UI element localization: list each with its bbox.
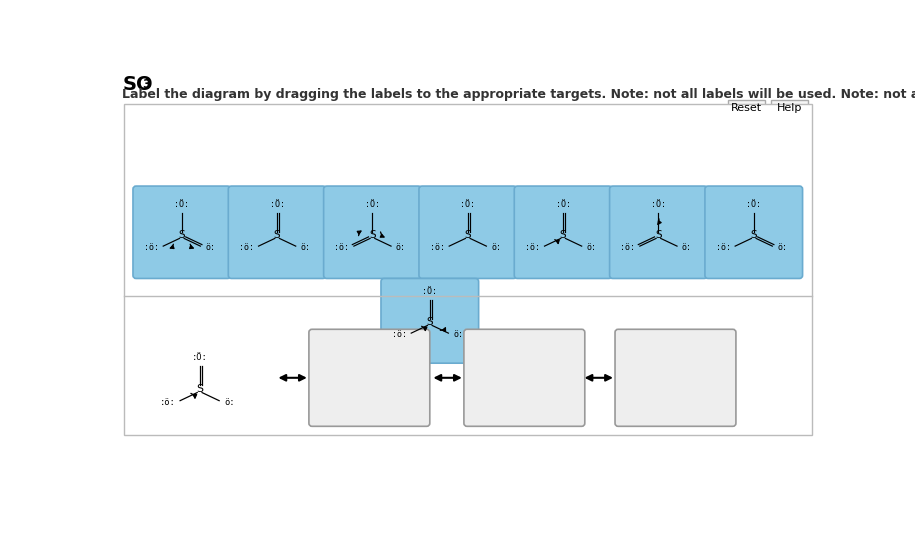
Text: :ö:: :ö:	[239, 243, 253, 252]
Text: S: S	[369, 230, 376, 240]
Text: S: S	[426, 317, 433, 327]
Text: :ö:: :ö:	[716, 243, 730, 252]
Text: :ö:: :ö:	[429, 243, 445, 252]
Text: :Ö:: :Ö:	[270, 200, 285, 209]
Text: ö:: ö:	[224, 398, 234, 407]
Text: ö:: ö:	[300, 243, 310, 252]
Text: :ö:: :ö:	[525, 243, 540, 252]
Text: 3: 3	[142, 78, 151, 91]
Text: S: S	[560, 230, 566, 240]
FancyBboxPatch shape	[419, 186, 517, 279]
Text: S: S	[655, 230, 662, 240]
FancyBboxPatch shape	[324, 186, 421, 279]
FancyBboxPatch shape	[770, 100, 808, 117]
FancyBboxPatch shape	[615, 329, 736, 426]
FancyBboxPatch shape	[229, 186, 326, 279]
Text: :Ö:: :Ö:	[747, 200, 761, 209]
Text: ö:: ö:	[682, 243, 692, 252]
Text: SO: SO	[122, 75, 153, 94]
Text: :Ö:: :Ö:	[423, 287, 437, 296]
Text: S: S	[274, 230, 280, 240]
Text: S: S	[196, 384, 203, 394]
Text: :ö:: :ö:	[620, 243, 635, 252]
Text: :Ö:: :Ö:	[460, 200, 475, 209]
FancyBboxPatch shape	[124, 103, 812, 435]
Text: :ö:: :ö:	[144, 243, 158, 252]
Text: S: S	[750, 230, 757, 240]
Text: :Ö:: :Ö:	[192, 353, 208, 362]
Text: ö:: ö:	[587, 243, 597, 252]
Text: :Ö:: :Ö:	[174, 200, 189, 209]
Text: :Ö:: :Ö:	[365, 200, 380, 209]
Text: S: S	[465, 230, 471, 240]
Text: :ö:: :ö:	[392, 330, 406, 339]
Text: Reset: Reset	[731, 103, 762, 113]
FancyBboxPatch shape	[381, 279, 479, 363]
Text: :ö:: :ö:	[159, 398, 175, 407]
Text: :Ö:: :Ö:	[555, 200, 571, 209]
Text: :ö:: :ö:	[334, 243, 350, 252]
Text: ö:: ö:	[491, 243, 501, 252]
Text: ö:: ö:	[453, 330, 463, 339]
Text: Label the diagram by dragging the labels to the appropriate targets. Note: not a: Label the diagram by dragging the labels…	[122, 88, 915, 101]
Text: :Ö:: :Ö:	[651, 200, 666, 209]
FancyBboxPatch shape	[609, 186, 707, 279]
FancyBboxPatch shape	[705, 186, 802, 279]
FancyBboxPatch shape	[464, 329, 585, 426]
FancyBboxPatch shape	[309, 329, 430, 426]
Text: ö:: ö:	[395, 243, 405, 252]
FancyBboxPatch shape	[514, 186, 612, 279]
FancyBboxPatch shape	[728, 100, 765, 117]
Text: ö:: ö:	[205, 243, 215, 252]
Text: S: S	[178, 230, 185, 240]
Text: ö:: ö:	[777, 243, 787, 252]
Text: Help: Help	[777, 103, 802, 113]
FancyBboxPatch shape	[133, 186, 231, 279]
